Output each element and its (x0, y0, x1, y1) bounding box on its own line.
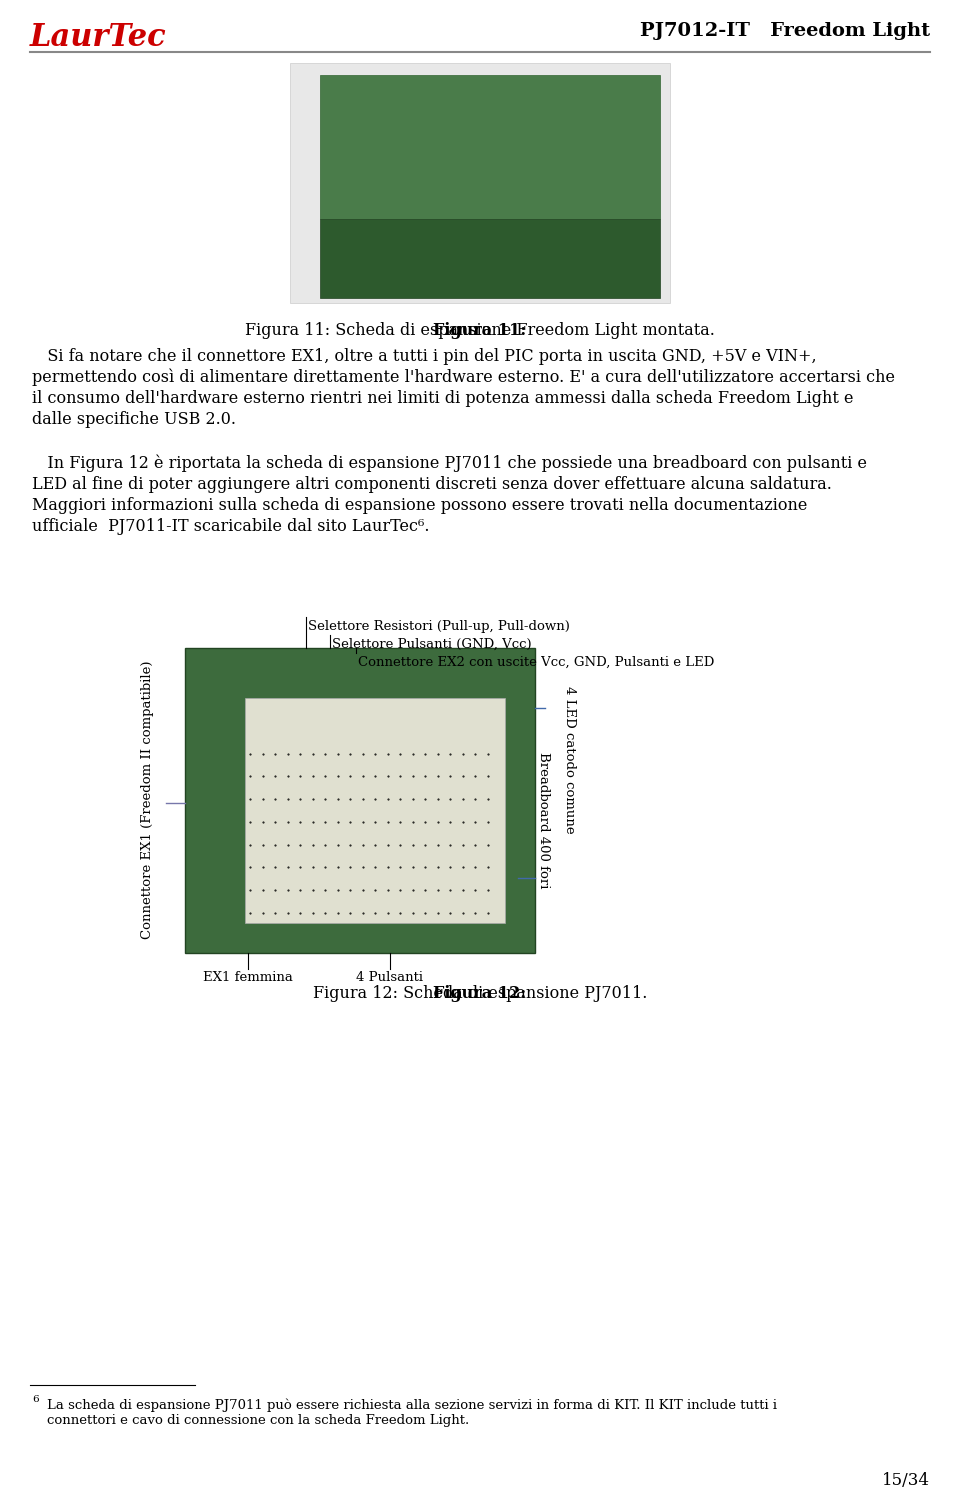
Bar (290, 63, 670, 304)
Text: 4 LED catodo comune: 4 LED catodo comune (564, 687, 577, 834)
Text: Selettore Resistori (Pull-up, Pull-down): Selettore Resistori (Pull-up, Pull-down) (308, 621, 570, 633)
Text: Si fa notare che il connettore EX1, oltre a tutti i pin del PIC porta in uscita : Si fa notare che il connettore EX1, oltr… (32, 349, 817, 365)
Text: Figura 11:: Figura 11: (433, 322, 527, 340)
Text: Selettore Pulsanti (GND, Vcc): Selettore Pulsanti (GND, Vcc) (332, 637, 532, 651)
Text: permettendo così di alimentare direttamente l'hardware esterno. E' a cura dell'u: permettendo così di alimentare direttame… (32, 370, 895, 386)
Text: La scheda di espansione PJ7011 può essere richiesta alla sezione servizi in form: La scheda di espansione PJ7011 può esser… (47, 1398, 777, 1411)
Bar (320, 75, 660, 219)
Bar (185, 648, 535, 953)
Text: Connettore EX2 con uscite Vcc, GND, Pulsanti e LED: Connettore EX2 con uscite Vcc, GND, Puls… (358, 655, 714, 669)
Text: Figura 12:: Figura 12: (433, 984, 527, 1003)
Text: 4 Pulsanti: 4 Pulsanti (356, 971, 423, 984)
Text: connettori e cavo di connessione con la scheda Freedom Light.: connettori e cavo di connessione con la … (47, 1414, 469, 1426)
Text: In Figura 12 è riportata la scheda di espansione PJ7011 che possiede una breadbo: In Figura 12 è riportata la scheda di es… (32, 455, 867, 472)
Text: 15/34: 15/34 (882, 1471, 930, 1489)
Text: 6: 6 (32, 1395, 38, 1404)
Text: EX1 femmina: EX1 femmina (204, 971, 293, 984)
Text: Breadboard 400 fori: Breadboard 400 fori (537, 752, 549, 888)
Bar (320, 219, 660, 298)
Text: il consumo dell'hardware esterno rientri nei limiti di potenza ammessi dalla sch: il consumo dell'hardware esterno rientri… (32, 389, 853, 407)
Text: ufficiale  PJ7011-IT scaricabile dal sito LaurTec⁶.: ufficiale PJ7011-IT scaricabile dal sito… (32, 519, 429, 535)
Text: Maggiori informazioni sulla scheda di espansione possono essere trovati nella do: Maggiori informazioni sulla scheda di es… (32, 497, 807, 514)
Text: Figura 12: Scheda di espansione PJ7011.: Figura 12: Scheda di espansione PJ7011. (313, 984, 647, 1003)
Text: Connettore EX1 (Freedom II compatibile): Connettore EX1 (Freedom II compatibile) (141, 661, 155, 939)
Text: dalle specifiche USB 2.0.: dalle specifiche USB 2.0. (32, 410, 236, 428)
Text: LED al fine di poter aggiungere altri componenti discreti senza dover effettuare: LED al fine di poter aggiungere altri co… (32, 476, 832, 493)
Text: PJ7012-IT   Freedom Light: PJ7012-IT Freedom Light (640, 23, 930, 41)
Text: Figura 11: Scheda di espansione Freedom Light montata.: Figura 11: Scheda di espansione Freedom … (245, 322, 715, 340)
Bar (245, 697, 505, 923)
Text: LaurTec: LaurTec (30, 23, 167, 53)
